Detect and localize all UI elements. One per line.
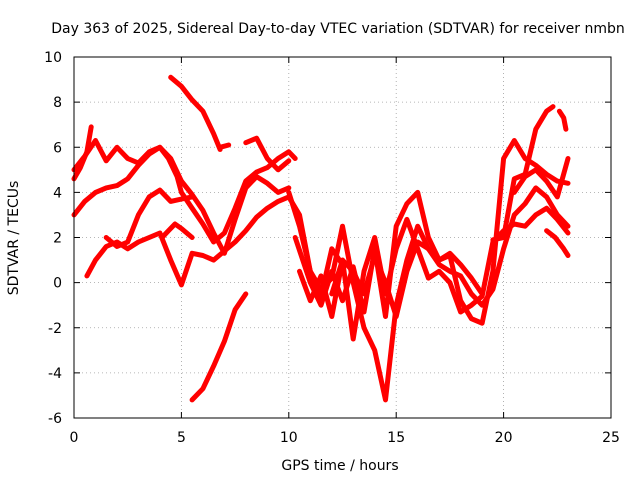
x-tick-label: 15 (387, 430, 405, 446)
chart-title: Day 363 of 2025, Sidereal Day-to-day VTE… (51, 21, 625, 37)
x-tick-label: 0 (70, 430, 79, 446)
series-track-1 (71, 138, 298, 245)
series-track-18 (511, 156, 571, 200)
y-tick-label: 6 (53, 140, 62, 156)
series-track-5 (103, 187, 195, 249)
y-tick-label: -6 (48, 411, 62, 427)
series-track-3 (71, 144, 292, 256)
x-tick-label: 25 (602, 430, 620, 446)
x-tick-label: 20 (495, 430, 513, 446)
y-axis-label: SDTVAR / TECUs (6, 181, 22, 296)
series-layer (71, 74, 571, 403)
series-track-12 (292, 138, 571, 326)
y-tick-label: 4 (53, 185, 62, 201)
y-tick-label: 10 (44, 50, 62, 66)
y-tick-label: 2 (53, 231, 62, 247)
series-track-4 (84, 194, 345, 299)
x-tick-label: 10 (280, 430, 298, 446)
series-track-6 (159, 221, 195, 240)
series-track-7 (168, 74, 223, 152)
ticks: 0 5 10 15 20 25 -6 -4 -2 0 2 4 6 8 10 (44, 50, 620, 446)
x-axis-label: GPS time / hours (281, 458, 398, 474)
series-track-2 (71, 124, 94, 182)
series-track-9 (189, 291, 249, 403)
series-track-17 (544, 228, 571, 258)
y-tick-label: -2 (48, 321, 62, 337)
series-track-16 (556, 108, 569, 132)
x-tick-label: 5 (177, 430, 186, 446)
series-track-13 (297, 205, 571, 342)
y-tick-label: 0 (53, 276, 62, 292)
series-track-8 (217, 142, 232, 150)
series-track-14 (329, 239, 485, 319)
y-tick-label: 8 (53, 95, 62, 111)
series-track-10 (243, 135, 292, 173)
y-tick-label: -4 (48, 366, 62, 382)
